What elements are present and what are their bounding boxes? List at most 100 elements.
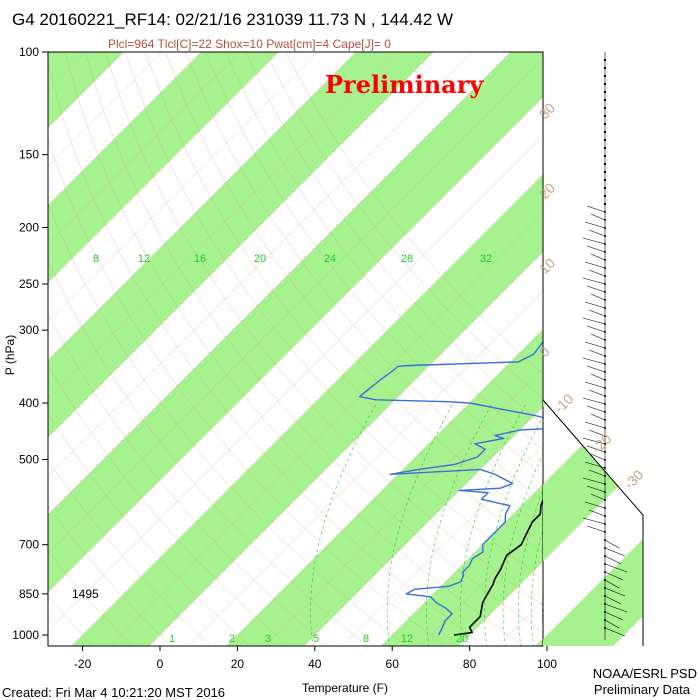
x-axis-ticks: -20 0 20 40 60 80 100 (74, 646, 557, 671)
isotherm-label: -30 (621, 466, 647, 492)
wind-barb-dot (603, 194, 607, 198)
dry-adiabat (145, 52, 543, 554)
wind-barb-dot (604, 515, 606, 517)
wind-barb-dot (604, 323, 606, 325)
wind-barb-dot (604, 339, 606, 341)
chart-subtitle: Plcl=964 Tlcl[C]=22 Shox=10 Pwat[cm]=4 C… (108, 37, 391, 51)
wind-barb (604, 627, 626, 637)
dry-adiabat (245, 52, 543, 425)
wind-barb-dot (604, 467, 606, 469)
wind-barb-dot (604, 475, 606, 477)
wind-barb-dot (604, 563, 606, 565)
dry-adiabat (165, 52, 543, 528)
mixing-ratio-label: 8 (93, 253, 99, 265)
isotherm-line (48, 52, 473, 477)
wind-barb-dot (603, 186, 607, 190)
dry-adiabat (48, 595, 94, 646)
wind-barb-dot (604, 363, 606, 365)
dry-adiabat (48, 313, 329, 646)
dry-adiabat (265, 52, 543, 400)
wind-barb (588, 229, 606, 237)
temperature-line (453, 498, 543, 636)
x-tick-label: 60 (386, 657, 400, 671)
wind-panel-band (543, 52, 643, 646)
dry-adiabat (48, 202, 407, 646)
wind-barb (604, 587, 626, 597)
wind-barb-dot (603, 138, 607, 142)
wind-barb-dot (603, 154, 607, 158)
y-tick-label: 1000 (12, 628, 39, 642)
wind-barb-dot (604, 483, 606, 485)
wind-barb-dot (603, 106, 607, 110)
wind-barb-dot (603, 58, 607, 62)
height-annotation: 1495 (72, 587, 99, 601)
isotherm-line (651, 25, 700, 647)
isotherm-label: -20 (589, 430, 615, 456)
wind-barb-dot (604, 619, 606, 621)
wind-barb (582, 317, 606, 325)
wind-barb-dot (603, 146, 607, 150)
x-tick-label: -20 (74, 657, 92, 671)
wind-barb (588, 269, 606, 277)
wind-barb-dot (604, 435, 606, 437)
wind-barb (586, 485, 606, 493)
wind-barb (590, 293, 606, 301)
dry-adiabat (124, 52, 543, 580)
wind-barb-dot (604, 579, 606, 581)
wind-barb-dot (604, 291, 606, 293)
green-band (689, 25, 700, 647)
isotherm-line (48, 52, 512, 516)
y-tick-label: 400 (19, 396, 39, 410)
wind-barb-dot (604, 555, 606, 557)
wind-barb-dot (603, 114, 607, 118)
wind-barb (584, 421, 606, 429)
wind-barb-dot (604, 395, 606, 397)
wind-barb (604, 547, 626, 557)
y-tick-label: 850 (19, 587, 39, 601)
wind-barb (582, 357, 606, 365)
wind-barb (590, 253, 606, 261)
bottom-mixing-label: 2 (229, 633, 235, 645)
isotherm-line (71, 174, 543, 646)
dry-adiabat (48, 138, 446, 646)
wind-barb-dot (604, 331, 606, 333)
preliminary-stamp: Preliminary (325, 70, 484, 99)
wind-barb (586, 245, 606, 253)
wind-barb-dot (603, 170, 607, 174)
wind-barb-dot (604, 227, 606, 229)
wind-barb-dot (604, 371, 606, 373)
isotherm-label: -10 (551, 390, 577, 416)
wind-barb-dot (604, 459, 606, 461)
isotherm-line (264, 367, 543, 646)
wind-barb (582, 517, 606, 525)
dewpoint-line (359, 340, 543, 636)
wind-barb-dot (604, 611, 606, 613)
wind-barb-dot (604, 219, 606, 221)
wind-barb-dot (603, 74, 607, 78)
wind-barb-dot (604, 259, 606, 261)
x-tick-label: 20 (231, 657, 245, 671)
wind-barb (604, 595, 622, 605)
isotherm-line (48, 96, 543, 593)
dry-adiabat (48, 412, 250, 646)
wind-barb (604, 619, 620, 629)
mixing-ratio-label: 20 (254, 253, 266, 265)
wind-barb (586, 405, 606, 413)
wind-barb (586, 205, 606, 213)
isotherm-line (535, 638, 543, 646)
x-tick-label: 0 (157, 657, 164, 671)
isotherm-line (48, 52, 163, 167)
wind-barb (586, 285, 606, 293)
isotherm-label: 10 (536, 255, 558, 277)
isotherm-line (48, 52, 396, 400)
plot-frame (47, 51, 544, 647)
wind-barb-dot (604, 499, 606, 501)
isotherm-line (48, 58, 543, 554)
wind-barb-dot (604, 603, 606, 605)
wind-barb-dot (603, 178, 607, 182)
wind-barb (584, 301, 606, 309)
wind-panel-outline (542, 399, 644, 646)
wind-barb-dot (604, 531, 606, 533)
wind-barb (584, 461, 606, 469)
